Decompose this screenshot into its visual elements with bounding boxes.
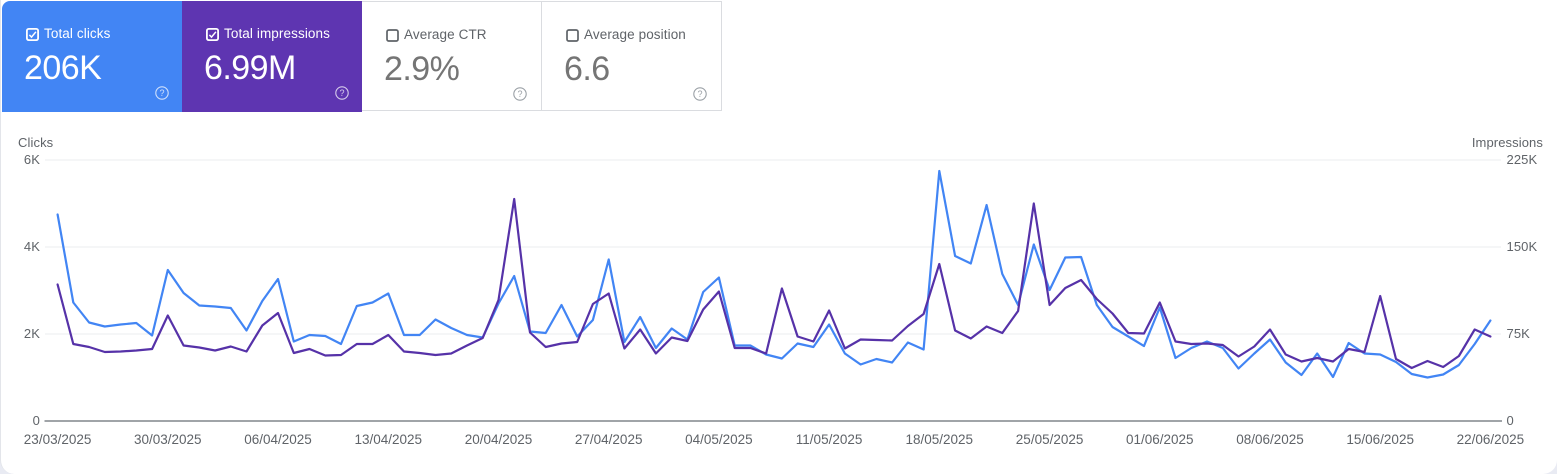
svg-text:?: ? <box>517 89 522 99</box>
svg-text:?: ? <box>697 89 702 99</box>
svg-text:?: ? <box>159 88 164 98</box>
svg-text:?: ? <box>339 88 344 98</box>
